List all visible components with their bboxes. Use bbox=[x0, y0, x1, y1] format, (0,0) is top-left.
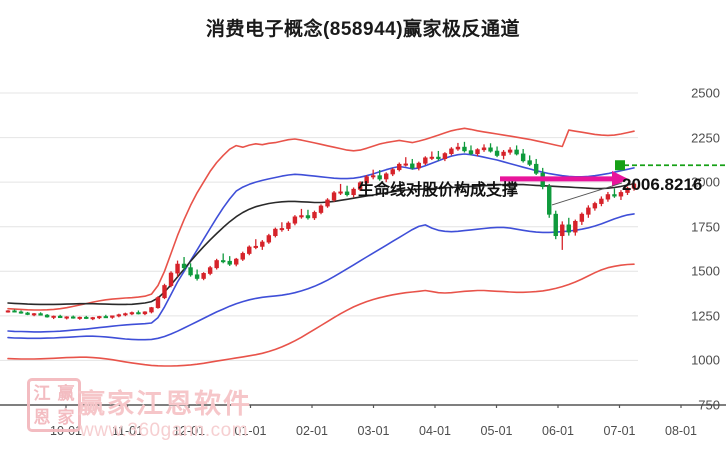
x-axis-tick-07-01: 07-01 bbox=[603, 424, 636, 438]
chart-annotation-support-text: 生命线对股价构成支撑 bbox=[358, 182, 519, 199]
x-axis-tick-03-01: 03-01 bbox=[357, 424, 390, 438]
x-axis-tick-11-01: 11-01 bbox=[111, 424, 144, 438]
y-axis-tick-1250: 1250 bbox=[691, 308, 720, 324]
current-price-label: 2006.8216 bbox=[622, 175, 703, 194]
x-axis-tick-02-01: 02-01 bbox=[296, 424, 328, 438]
channel-band-lines bbox=[7, 127, 635, 367]
y-axis-tick-2500: 2500 bbox=[691, 85, 720, 101]
x-axis-tick-04-01: 04-01 bbox=[419, 424, 451, 438]
y-axis-tick-2000: 2000 bbox=[691, 174, 720, 190]
y-axis-tick-2250: 2250 bbox=[691, 130, 720, 146]
x-axis-tick-08-01: 08-01 bbox=[665, 424, 697, 438]
plot-area bbox=[0, 60, 726, 408]
chart-title: 消费电子概念(858944)赢家极反通道 bbox=[205, 19, 521, 40]
y-axis-tick-1000: 1000 bbox=[691, 352, 720, 368]
x-axis-tick-06-01: 06-01 bbox=[542, 424, 574, 438]
price-pointer-arrow bbox=[500, 170, 628, 206]
x-axis-tick-12-01: 12-01 bbox=[173, 424, 205, 438]
x-axis-tick-05-01: 05-01 bbox=[480, 424, 513, 438]
axis-lines bbox=[0, 404, 726, 408]
x-axis-tick-10-01: 10-01 bbox=[50, 424, 82, 438]
y-axis-tick-1500: 1500 bbox=[691, 263, 720, 279]
candlestick-series bbox=[5, 141, 637, 321]
x-axis-tick-01-01: 01-01 bbox=[234, 424, 267, 438]
chart-canvas bbox=[0, 92, 726, 408]
current-price-marker-line bbox=[615, 160, 726, 171]
y-axis-tick-750: 750 bbox=[698, 397, 720, 413]
y-axis-tick-1750: 1750 bbox=[691, 219, 720, 235]
watermark-url-text: www.360gann.com bbox=[80, 420, 249, 441]
